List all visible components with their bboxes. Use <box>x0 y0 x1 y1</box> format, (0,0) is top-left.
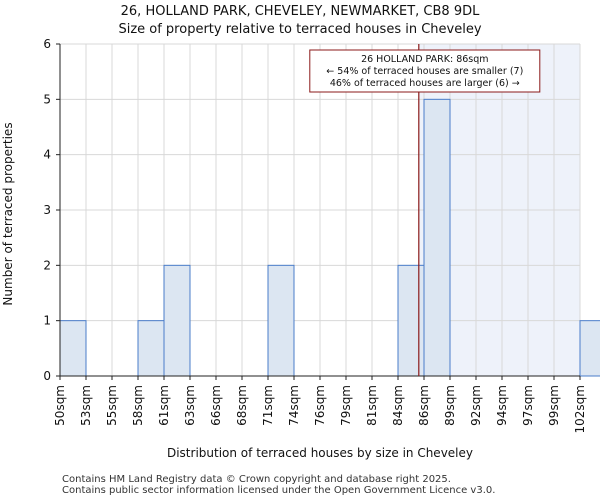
bar-chart: 0 1 2 3 4 5 6 50sqm 53sqm 55sqm 58sqm 61sqm 63sqm 66s… <box>1 37 600 460</box>
y-tick-label: 0 <box>43 369 51 383</box>
bar-86sqm <box>423 98 451 377</box>
x-tick-label: 74sqm <box>287 385 301 426</box>
y-tick-label: 6 <box>43 37 51 51</box>
marker-layer: 26 HOLLAND PARK: 86sqm← 54% of terraced … <box>309 44 541 376</box>
y-axis-label: Number of terraced properties <box>1 122 15 305</box>
x-tick-label: 81sqm <box>365 385 379 426</box>
x-tick-label: 50sqm <box>53 385 67 426</box>
x-tick-label: 92sqm <box>469 385 483 426</box>
chart-title: 26, HOLLAND PARK, CHEVELEY, NEWMARKET, C… <box>120 4 480 19</box>
x-tick-label: 89sqm <box>443 385 457 426</box>
x-tick-label: 68sqm <box>235 385 249 426</box>
annotation-line: ← 54% of terraced houses are smaller (7) <box>326 66 523 77</box>
annotation-box <box>309 49 541 93</box>
x-tick-label: 58sqm <box>131 385 145 426</box>
x-tick-label: 71sqm <box>261 385 275 426</box>
x-tick-label: 63sqm <box>183 385 197 426</box>
x-tick-label: 99sqm <box>547 385 561 426</box>
annotation-line: 46% of terraced houses are larger (6) → <box>330 78 520 89</box>
x-tick-label: 53sqm <box>79 385 93 426</box>
x-tick-label: 102sqm <box>573 385 587 433</box>
y-tick-label: 4 <box>43 148 51 162</box>
x-tick-label: 66sqm <box>209 385 223 426</box>
x-tick-label: 55sqm <box>105 385 119 426</box>
x-tick-label: 97sqm <box>521 385 535 426</box>
y-tick-label: 2 <box>43 258 51 272</box>
x-axis-label: Distribution of terraced houses by size … <box>167 446 473 460</box>
annotation-line: 26 HOLLAND PARK: 86sqm <box>361 54 488 65</box>
bar-50sqm <box>59 320 87 377</box>
x-tick-label: 79sqm <box>339 385 353 426</box>
y-tick-label: 5 <box>43 92 51 106</box>
y-tick-label: 3 <box>43 203 51 217</box>
footer-copyright: Contains HM Land Registry data © Crown c… <box>62 474 451 485</box>
footer-licence: Contains public sector information licen… <box>62 485 496 496</box>
bar-58sqm <box>137 320 165 377</box>
y-tick-label: 1 <box>43 314 51 328</box>
axis-layer: 0 1 2 3 4 5 6 50sqm 53sqm 55sqm 58sqm 61sqm 63sqm 66s… <box>43 37 587 433</box>
x-tick-label: 76sqm <box>313 385 327 426</box>
bar-71sqm <box>267 264 295 377</box>
x-tick-label: 94sqm <box>495 385 509 426</box>
bar-84sqm <box>397 264 425 377</box>
bar-102sqm <box>579 320 600 377</box>
bar-61sqm <box>163 264 191 377</box>
x-tick-label: 84sqm <box>391 385 405 426</box>
chart-subtitle: Size of property relative to terraced ho… <box>118 22 482 37</box>
x-tick-label: 61sqm <box>157 385 171 426</box>
x-tick-label: 86sqm <box>417 385 431 426</box>
